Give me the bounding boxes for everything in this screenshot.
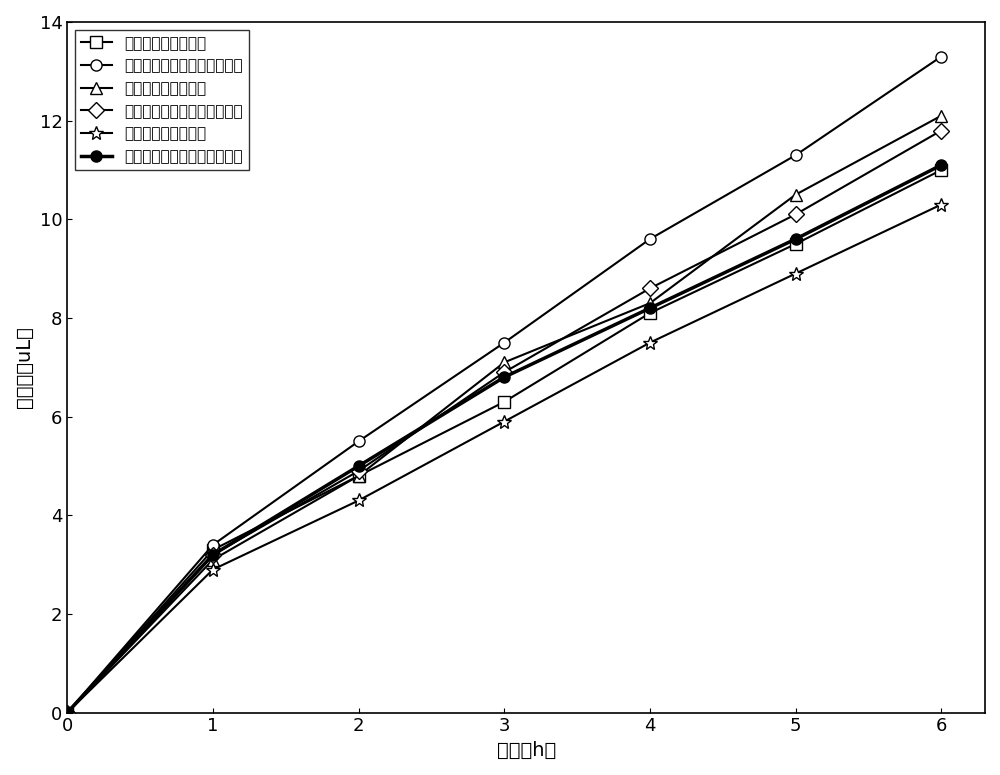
广西拜尔法赤泥基无机聚合物 <box>498 338 510 347</box>
山西拜尔法赤泥原料 <box>935 111 947 120</box>
山西烧结法赤泥基无机聚合物 <box>644 304 656 313</box>
Y-axis label: 产氢量（uL）: 产氢量（uL） <box>15 326 34 408</box>
山西拜尔法赤泥基无机聚合物 <box>790 210 802 219</box>
广西拜尔法赤泥原料 <box>644 308 656 318</box>
山西烧结法赤泥原料 <box>353 496 365 505</box>
广西拜尔法赤泥原料 <box>935 165 947 174</box>
山西烧结法赤泥原料 <box>61 708 73 717</box>
广西拜尔法赤泥基无机聚合物 <box>353 436 365 446</box>
山西烧结法赤泥原料 <box>644 338 656 347</box>
山西烧结法赤泥原料 <box>207 565 219 574</box>
山西拜尔法赤泥原料 <box>498 358 510 367</box>
广西拜尔法赤泥基无机聚合物 <box>207 540 219 549</box>
山西拜尔法赤泥基无机聚合物 <box>935 126 947 135</box>
山西拜尔法赤泥基无机聚合物 <box>353 467 365 476</box>
山西烧结法赤泥基无机聚合物 <box>935 160 947 170</box>
山西拜尔法赤泥原料 <box>61 708 73 717</box>
广西拜尔法赤泥基无机聚合物 <box>790 150 802 160</box>
山西拜尔法赤泥原料 <box>207 555 219 564</box>
Line: 山西烧结法赤泥原料: 山西烧结法赤泥原料 <box>60 198 948 719</box>
山西烧结法赤泥基无机聚合物 <box>61 708 73 717</box>
山西烧结法赤泥基无机聚合物 <box>353 461 365 470</box>
Line: 山西拜尔法赤泥基无机聚合物: 山西拜尔法赤泥基无机聚合物 <box>62 125 947 718</box>
山西拜尔法赤泥基无机聚合物 <box>61 708 73 717</box>
山西拜尔法赤泥原料 <box>644 298 656 308</box>
山西拜尔法赤泥基无机聚合物 <box>498 367 510 377</box>
Legend: 广西拜尔法赤泥原料, 广西拜尔法赤泥基无机聚合物, 山西拜尔法赤泥原料, 山西拜尔法赤泥基无机聚合物, 山西烧结法赤泥原料, 山西烧结法赤泥基无机聚合物: 广西拜尔法赤泥原料, 广西拜尔法赤泥基无机聚合物, 山西拜尔法赤泥原料, 山西拜… <box>75 29 249 170</box>
山西烧结法赤泥基无机聚合物 <box>498 373 510 382</box>
山西烧结法赤泥基无机聚合物 <box>207 550 219 560</box>
X-axis label: 时间（h）: 时间（h） <box>497 741 556 760</box>
广西拜尔法赤泥原料 <box>498 397 510 406</box>
山西烧结法赤泥原料 <box>790 269 802 278</box>
山西烧结法赤泥原料 <box>498 417 510 426</box>
广西拜尔法赤泥原料 <box>790 239 802 249</box>
山西拜尔法赤泥原料 <box>353 471 365 480</box>
Line: 广西拜尔法赤泥原料: 广西拜尔法赤泥原料 <box>62 164 947 718</box>
广西拜尔法赤泥基无机聚合物 <box>61 708 73 717</box>
广西拜尔法赤泥原料 <box>61 708 73 717</box>
广西拜尔法赤泥原料 <box>207 545 219 554</box>
山西烧结法赤泥原料 <box>935 200 947 209</box>
Line: 山西烧结法赤泥基无机聚合物: 山西烧结法赤泥基无机聚合物 <box>62 160 947 718</box>
山西烧结法赤泥基无机聚合物 <box>790 234 802 243</box>
山西拜尔法赤泥原料 <box>790 190 802 199</box>
Line: 广西拜尔法赤泥基无机聚合物: 广西拜尔法赤泥基无机聚合物 <box>62 51 947 718</box>
广西拜尔法赤泥基无机聚合物 <box>935 52 947 61</box>
山西拜尔法赤泥基无机聚合物 <box>644 284 656 293</box>
山西拜尔法赤泥基无机聚合物 <box>207 550 219 560</box>
广西拜尔法赤泥原料 <box>353 471 365 480</box>
Line: 山西拜尔法赤泥原料: 山西拜尔法赤泥原料 <box>62 110 947 718</box>
广西拜尔法赤泥基无机聚合物 <box>644 234 656 243</box>
